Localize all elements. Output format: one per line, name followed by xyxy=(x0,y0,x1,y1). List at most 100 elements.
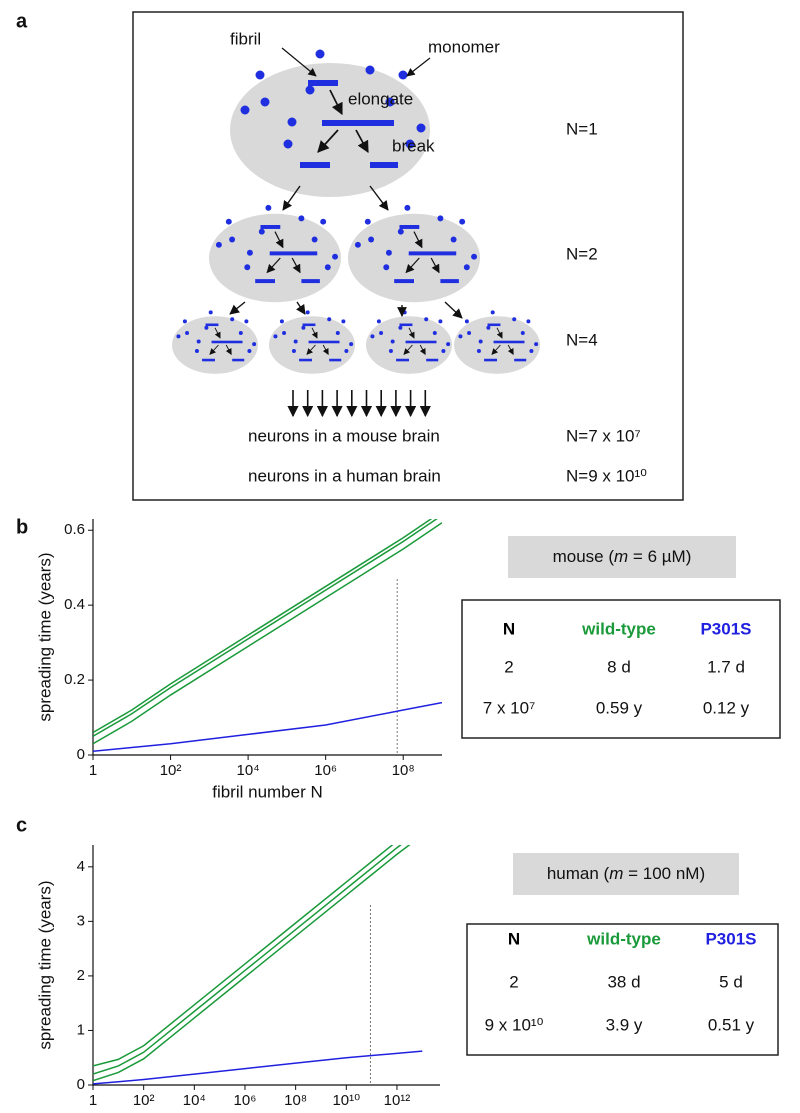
monomer xyxy=(291,349,296,354)
monomer xyxy=(185,330,190,335)
monomer xyxy=(441,349,446,354)
monomer xyxy=(252,342,257,347)
monomer xyxy=(446,342,451,347)
monomer xyxy=(273,334,278,339)
monomer xyxy=(364,218,371,225)
x-tick-label: 10⁴ xyxy=(237,762,260,779)
monomer xyxy=(305,85,315,95)
series-line xyxy=(93,519,433,734)
monomer xyxy=(490,310,495,315)
table-frame xyxy=(461,599,781,739)
monomer xyxy=(534,342,539,347)
condition-box xyxy=(508,536,736,578)
arrow xyxy=(496,327,503,339)
monomer xyxy=(404,204,411,211)
table-cell: 3.9 y xyxy=(606,1015,643,1034)
monomer xyxy=(282,330,287,335)
fibril xyxy=(300,162,330,168)
monomer xyxy=(320,218,327,225)
monomer xyxy=(305,310,310,315)
x-tick-label: 10⁴ xyxy=(183,1092,206,1109)
fibril xyxy=(399,225,420,229)
x-tick-label: 10¹⁰ xyxy=(332,1092,360,1109)
monomer xyxy=(458,334,463,339)
fibril xyxy=(255,279,275,284)
condition-italic: m xyxy=(609,864,623,883)
arrow xyxy=(430,257,440,274)
x-tick-label: 10² xyxy=(160,762,182,779)
monomer xyxy=(402,310,407,315)
monomer xyxy=(332,253,339,260)
monomer xyxy=(298,215,305,222)
table-header: wild-type xyxy=(586,929,661,948)
label: neurons in a mouse brain xyxy=(248,426,440,445)
table-header: P301S xyxy=(700,619,751,638)
monomer xyxy=(324,264,331,271)
fibril xyxy=(426,358,439,362)
monomer xyxy=(365,65,375,75)
arrow xyxy=(266,257,281,274)
fibril xyxy=(232,358,245,362)
monomer xyxy=(315,49,325,59)
y-axis-label: spreading time (years) xyxy=(35,552,54,721)
series-line xyxy=(93,845,394,1067)
monomer xyxy=(379,330,384,335)
fibril xyxy=(322,120,394,126)
panel-label: a xyxy=(16,10,28,32)
monomer xyxy=(182,319,187,324)
fibril xyxy=(269,251,318,256)
monomer xyxy=(385,97,395,107)
condition-prefix: mouse ( xyxy=(553,547,615,566)
arrow xyxy=(214,327,221,339)
panel-a-frame xyxy=(132,11,684,501)
monomer xyxy=(405,139,415,149)
monomer xyxy=(464,319,469,324)
fibril xyxy=(302,323,316,327)
label: elongate xyxy=(348,89,413,108)
diagram xyxy=(172,49,540,418)
table-cell: 0.59 y xyxy=(596,698,643,717)
monomer xyxy=(398,325,403,330)
monomer xyxy=(258,228,265,235)
monomer xyxy=(438,319,443,324)
monomer xyxy=(287,117,297,127)
fibril xyxy=(329,358,342,362)
arrow xyxy=(491,344,501,355)
series-line xyxy=(93,701,442,753)
y-tick-label: 0.2 xyxy=(64,671,85,688)
arrow xyxy=(408,327,415,339)
arrow xyxy=(322,344,329,356)
monomer xyxy=(459,218,466,225)
monomer xyxy=(204,325,209,330)
table-cell: 2 xyxy=(504,657,513,676)
label: fibril xyxy=(230,29,261,48)
count: N=7 x 10⁷ xyxy=(566,426,641,445)
y-axis-label: spreading time (years) xyxy=(35,880,54,1049)
y-tick-label: 0 xyxy=(77,746,85,763)
fibril xyxy=(493,340,525,344)
arrow xyxy=(317,129,339,153)
monomer xyxy=(368,236,375,243)
monomer xyxy=(246,249,253,256)
series-line xyxy=(93,522,442,745)
monomer xyxy=(398,70,408,80)
series-line xyxy=(93,845,411,1082)
fibril xyxy=(440,279,459,284)
series-line xyxy=(93,845,402,1075)
monomer xyxy=(335,330,340,335)
count: N=1 xyxy=(566,119,598,138)
series-line xyxy=(93,1050,423,1085)
monomer xyxy=(486,325,491,330)
arrow xyxy=(311,327,318,339)
monomer xyxy=(416,123,426,133)
y-tick-label: 1 xyxy=(77,1021,85,1038)
series-line xyxy=(93,519,438,737)
monomer xyxy=(293,339,298,344)
arrow xyxy=(229,301,246,315)
monomer xyxy=(437,215,444,222)
table-frame xyxy=(466,923,779,1056)
monomer xyxy=(247,349,252,354)
monomer xyxy=(260,97,270,107)
monomer xyxy=(354,241,361,248)
